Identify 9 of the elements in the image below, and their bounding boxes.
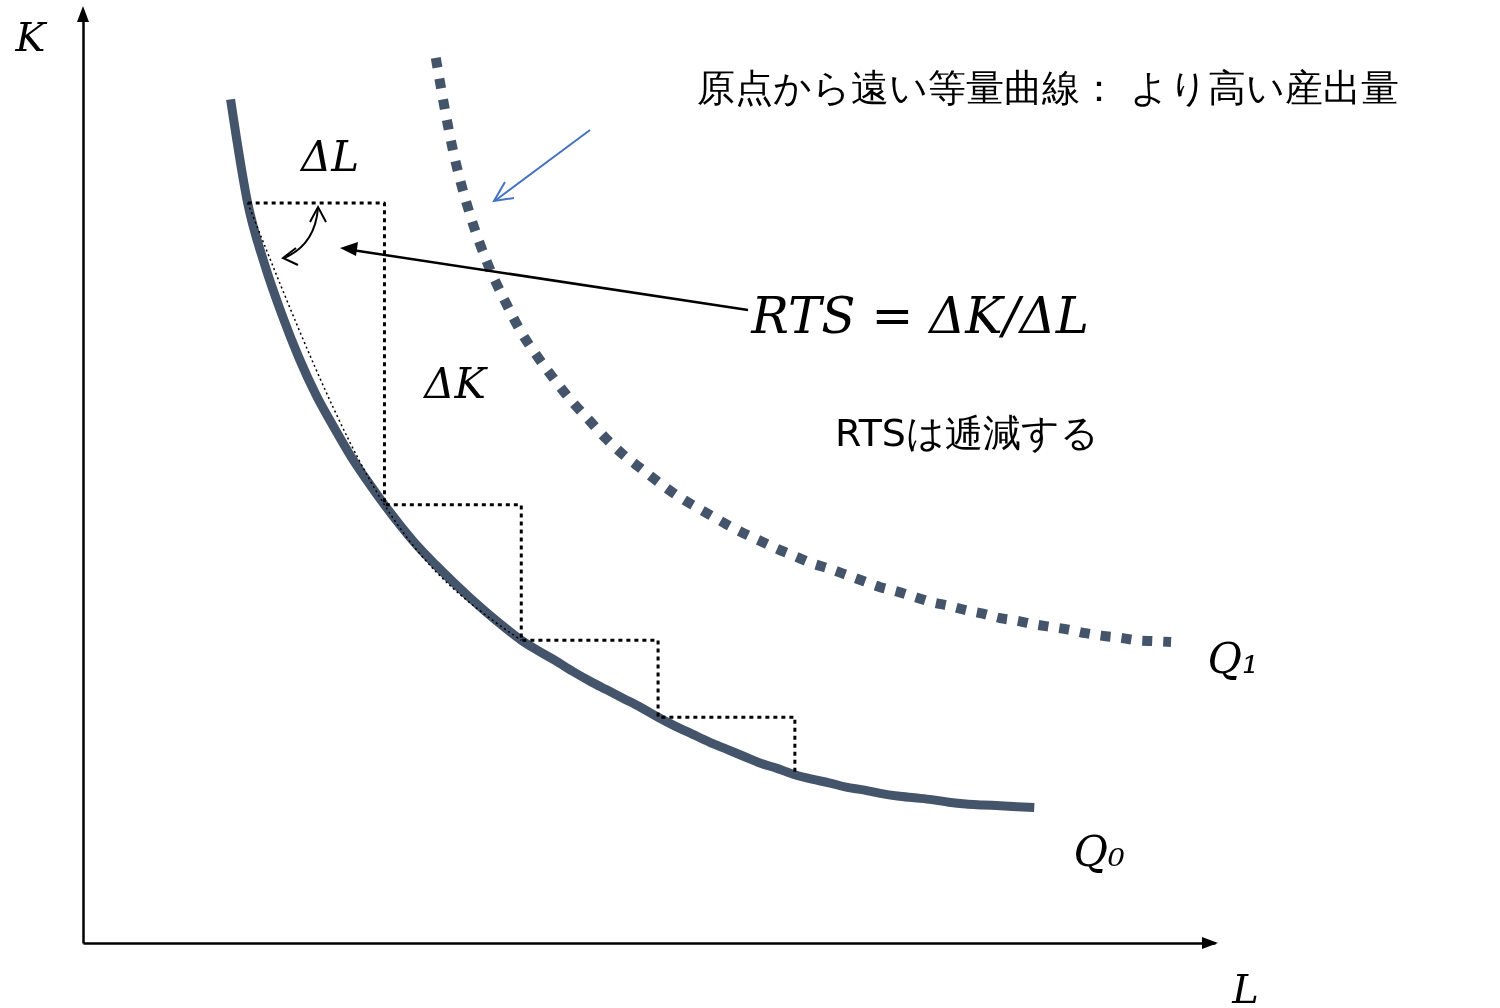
annotation: ΔL (298, 132, 360, 181)
annotation: RTS = ΔK/ΔL (750, 287, 1089, 345)
annotation: 原点から遠い等量曲線： より高い産出量 (696, 66, 1400, 110)
series-label: Q₁ (1207, 634, 1259, 684)
y-axis-title: K (14, 13, 48, 60)
series-label: Q₀ (1073, 826, 1126, 876)
x-axis-title: L (1231, 965, 1259, 1008)
annotation: RTSは逓減する (835, 411, 1099, 455)
annotation: ΔK (422, 359, 489, 408)
